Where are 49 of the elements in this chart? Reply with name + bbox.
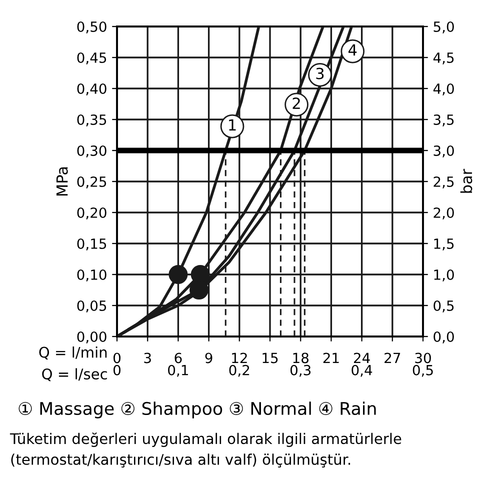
x2-tick-label: 0,1 [168,364,188,377]
y-tick-label: 0,20 [77,207,106,220]
y-tick-label: 0,15 [77,238,106,250]
x-tick-label: 3 [144,352,151,364]
annotation: 1 [229,119,236,131]
x-tick-label: 15 [262,352,278,364]
x-axis-title: Q = l/min [39,346,107,360]
x2-tick-label: 0,5 [412,364,433,377]
x-tick-label: 9 [205,352,212,364]
y-tick-label: 0,05 [77,300,106,312]
y2-tick-label: 1,5 [434,238,454,250]
y2-tick-label: 3,5 [434,114,454,126]
x-tick-label: 24 [354,352,370,364]
x-tick-label: 30 [415,352,431,364]
annotation: 2 [292,97,300,109]
x-tick-label: 21 [323,352,339,364]
y-axis-title: MPa [56,167,68,196]
y2-tick-label: 4,5 [433,52,454,64]
text: Tüketim değerleri uygulamalı olarak ilgili armatürlerle (termostat/karıştırıcı/sıva altı valf) ölçülmüştür. [10,432,402,468]
x2-tick-label: 0,2 [229,364,250,377]
y2-tick-label: 5,0 [434,21,454,34]
x2-tick-label: 0,4 [352,364,372,377]
y-tick-label: 0,50 [77,21,106,34]
y-tick-label: 0,35 [77,114,106,126]
y2-tick-label: 0,0 [434,331,454,344]
x-tick-label: 0 [113,352,120,364]
y2-tick-label: 2,0 [434,207,454,220]
y-tick-label: 0,45 [77,52,106,64]
y-tick-label: 0,40 [77,83,106,96]
x2-tick-label: 0,3 [290,364,311,377]
y2-tick-label: 3,0 [434,145,454,158]
y2-tick-label: 2,5 [434,176,454,188]
x-tick-label: 12 [232,352,247,364]
y2-tick-label: 1,0 [434,269,454,282]
annotation: 3 [316,68,324,80]
y-tick-label: 0,25 [77,176,106,188]
x2-axis-title: Q = l/sec [42,368,107,382]
x2-tick-label: 0 [113,364,120,376]
y-tick-label: 0,10 [77,269,106,282]
text: ① Massage ② Shampoo ③ Normal ④ Rain [18,402,376,418]
y2-axis-title: bar [460,168,472,193]
y2-tick-label: 0,5 [434,300,454,312]
y-tick-label: 0,00 [77,331,106,344]
y2-tick-label: 4,0 [433,83,454,96]
y-tick-label: 0,30 [77,145,106,158]
x-tick-label: 6 [174,352,182,364]
x-tick-label: 27 [384,352,400,364]
annotation: 4 [348,44,357,56]
x-tick-label: 18 [293,352,308,364]
